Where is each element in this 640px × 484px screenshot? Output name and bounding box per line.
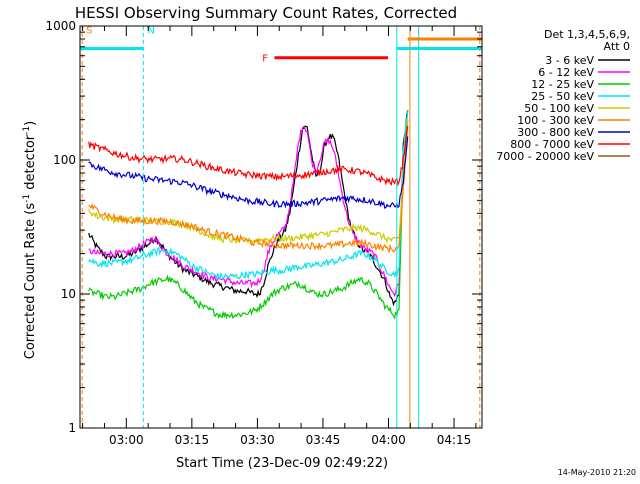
flag-label-f: F [262,54,268,65]
x-tick-label: 03:30 [240,433,275,447]
y-tick-label: 1 [68,421,76,435]
y-axis-label-main: Corrected Count Rate (s [23,203,38,360]
y-axis-label-sup2: -1 [22,126,32,135]
x-tick-label: 03:45 [306,433,341,447]
footer-date: 14-May-2010 21:20 [558,468,636,477]
x-tick-label: 04:00 [371,433,406,447]
y-tick-label: 1000 [45,19,76,33]
series-line-2 [88,110,409,320]
x-tick-label: 03:15 [175,433,210,447]
legend-entry-label: 800 - 7000 keV [510,138,594,151]
legend-entry-label: 3 - 6 keV [545,54,594,67]
y-tick-label: 10 [61,287,76,301]
chart-title: HESSI Observing Summary Count Rates, Cor… [75,4,457,22]
legend-entry-label: 7000 - 20000 keV [496,150,594,163]
y-axis-label-end: ) [23,121,38,126]
series-layer [88,110,409,320]
series-line-1 [88,119,409,297]
legend-entry-label: 50 - 100 keV [524,102,594,115]
x-axis-label: Start Time (23-Dec-09 02:49:22) [176,456,388,471]
x-tick-label: 04:15 [437,433,472,447]
flags-layer: S N F [80,25,482,428]
legend-entry-label: 12 - 25 keV [531,78,594,91]
legend-entry-label: 100 - 300 keV [517,114,594,127]
legend-entry-label: 6 - 12 keV [538,66,594,79]
legend-entry-label: 300 - 800 keV [517,126,594,139]
y-axis-label-sup1: -1 [22,194,32,203]
plot-frame [79,25,483,429]
y-tick-label: 100 [53,153,76,167]
series-line-3 [88,111,409,281]
flag-label-n: N [147,25,154,36]
series-line-7 [88,125,409,187]
y-axis-label: Corrected Count Rate (s-1 detector-1) [22,121,38,359]
series-line-6 [88,136,409,209]
legend-header-detectors: Det 1,3,4,5,6,9, [544,28,630,41]
flag-label-s: S [86,25,92,36]
x-tick-label: 03:00 [109,433,144,447]
legend-entry-label: 25 - 50 keV [531,90,594,103]
y-axis-label-mid: detector [23,134,38,194]
legend-header-attenuator: Att 0 [604,40,630,53]
axes-layer: 1 10 100 1000 03:00 03:15 03:30 03:45 04:00 04:15 [45,19,483,447]
series-line-5 [88,125,409,254]
